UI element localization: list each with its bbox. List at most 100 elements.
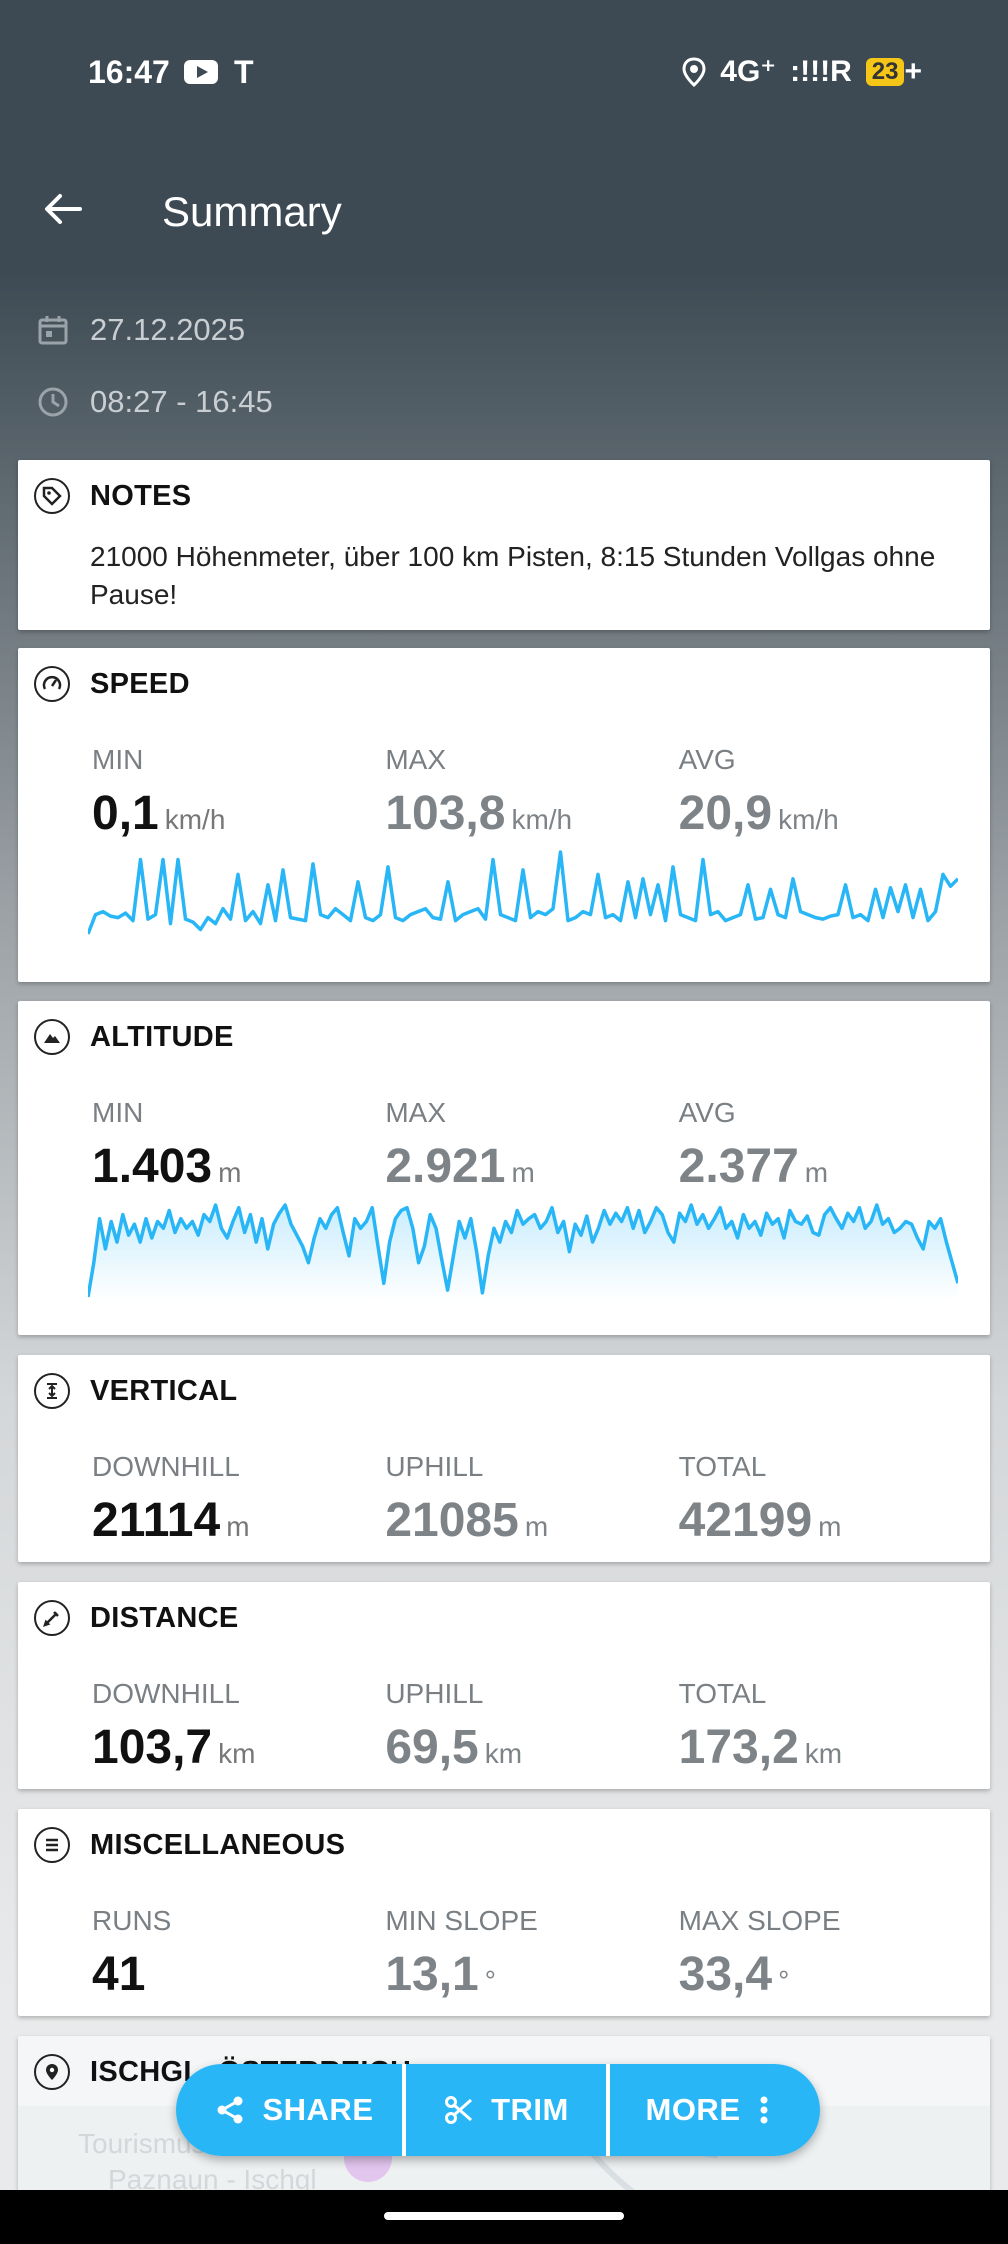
- tag-icon: [34, 478, 70, 514]
- stat-unit: m: [218, 1157, 242, 1188]
- status-bar: 16:47 T 4G⁺ :!!!R 23 +: [0, 0, 1008, 150]
- trim-button[interactable]: TRIM: [406, 2064, 606, 2156]
- speed-stats: MIN 0,1 km/h MAX 103,8 km/h AVG 20,9 km/h: [92, 744, 972, 841]
- stat-unit: km: [218, 1738, 256, 1769]
- altitude-avg: AVG 2.377 m: [679, 1097, 972, 1194]
- stat-label: MIN SLOPE: [385, 1905, 538, 1936]
- stat-unit: km/h: [778, 804, 839, 835]
- page-title: Summary: [162, 188, 342, 235]
- stat-value: 33,4: [678, 1948, 773, 2001]
- misc-card: MISCELLANEOUS RUNS 41 MIN SLOPE 13,1 ° MAX …: [18, 1809, 990, 2016]
- distance-heading: DISTANCE: [90, 1601, 239, 1634]
- time-row: 08:27 - 16:45: [36, 384, 273, 420]
- stat-value: 69,5: [385, 1721, 479, 1774]
- altitude-min: MIN 1.403 m: [92, 1097, 385, 1194]
- status-time: 16:47: [88, 54, 170, 90]
- stat-value: 2.921: [385, 1140, 506, 1193]
- speed-card: SPEED MIN 0,1 km/h MAX 103,8 km/h AVG 20,9 km/…: [18, 648, 990, 982]
- more-vert-icon: [760, 2096, 767, 2124]
- stat-value: 20,9: [678, 787, 773, 840]
- mountain-icon: [34, 1019, 70, 1055]
- distance-uphill: UPHILL 69,5 km: [385, 1678, 678, 1775]
- vertical-uphill: UPHILL 21085 m: [385, 1451, 678, 1548]
- distance-card: DISTANCE DOWNHILL 103,7 km UPHILL 69,5 km TO…: [18, 1582, 990, 1789]
- stat-value: 1.403: [92, 1140, 213, 1193]
- location-icon: [682, 56, 706, 87]
- misc-stats: RUNS 41 MIN SLOPE 13,1 ° MAX SLOPE 33,4 °: [92, 1905, 972, 2002]
- stat-label: TOTAL: [678, 1678, 767, 1709]
- stat-label: MAX: [385, 1097, 447, 1128]
- activity-date: 27.12.2025: [90, 312, 246, 347]
- stat-label: MAX: [385, 744, 447, 775]
- distance-total: TOTAL 173,2 km: [679, 1678, 972, 1775]
- stat-value: 41: [92, 1948, 146, 2001]
- speed-heading: SPEED: [90, 667, 190, 700]
- network-type: 4G⁺: [720, 55, 777, 88]
- home-gesture-handle[interactable]: [384, 2212, 624, 2220]
- more-label: MORE: [645, 2092, 741, 2127]
- signal-icon: :!!!R: [790, 54, 852, 88]
- altitude-card: ALTITUDE MIN 1.403 m MAX 2.921 m AVG 2.377 m: [18, 1001, 990, 1335]
- altitude-sparkline: [88, 1203, 958, 1301]
- stat-label: DOWNHILL: [92, 1451, 240, 1482]
- stat-value: 173,2: [678, 1721, 799, 1774]
- back-arrow-icon[interactable]: [40, 186, 86, 232]
- battery-plus: +: [904, 54, 922, 88]
- date-row: 27.12.2025: [36, 312, 245, 348]
- stat-value: 13,1: [385, 1948, 479, 2001]
- misc-max-slope: MAX SLOPE 33,4 °: [679, 1905, 972, 2002]
- stat-label: RUNS: [92, 1905, 172, 1936]
- notes-heading: NOTES: [90, 479, 192, 512]
- misc-heading: MISCELLANEOUS: [90, 1828, 346, 1861]
- speed-min: MIN 0,1 km/h: [92, 744, 385, 841]
- stat-unit: °: [484, 1965, 496, 1996]
- stat-unit: m: [511, 1157, 535, 1188]
- stat-label: MAX SLOPE: [678, 1905, 841, 1936]
- stat-value: 0,1: [92, 787, 159, 840]
- youtube-icon: [184, 60, 218, 84]
- notes-text: 21000 Höhenmeter, über 100 km Pisten, 8:…: [90, 541, 936, 610]
- stat-label: MIN: [92, 1097, 144, 1128]
- stat-unit: m: [524, 1511, 549, 1542]
- speed-avg: AVG 20,9 km/h: [679, 744, 972, 841]
- clock-icon: [38, 387, 68, 417]
- list-icon: [34, 1827, 70, 1863]
- map-label-2: Paznaun - Ischgl: [108, 2164, 317, 2195]
- altitude-line: [88, 1203, 958, 1298]
- stat-value: 103,8: [385, 787, 506, 840]
- trim-label: TRIM: [491, 2092, 569, 2127]
- stat-value: 2.377: [678, 1140, 799, 1193]
- notes-card[interactable]: NOTES 21000 Höhenmeter, über 100 km Pist…: [18, 460, 990, 630]
- stat-value: 21114: [92, 1494, 221, 1547]
- vertical-stats: DOWNHILL 21114 m UPHILL 21085 m TOTAL 42199 m: [92, 1451, 972, 1548]
- ruler-pencil-icon: [34, 1600, 70, 1636]
- action-bar: SHARE TRIM MORE: [176, 2064, 820, 2156]
- stat-unit: km/h: [164, 804, 226, 835]
- activity-time-range: 08:27 - 16:45: [90, 384, 273, 419]
- more-button[interactable]: MORE: [610, 2064, 820, 2156]
- vertical-card: VERTICAL DOWNHILL 21114 m UPHILL 21085 m TOT…: [18, 1355, 990, 1562]
- speed-line: [88, 850, 958, 935]
- altitude-max: MAX 2.921 m: [385, 1097, 678, 1194]
- misc-min-slope: MIN SLOPE 13,1 °: [385, 1905, 678, 2002]
- misc-runs: RUNS 41: [92, 1905, 385, 2002]
- stat-unit: km: [484, 1738, 523, 1769]
- stat-value: 103,7: [92, 1721, 213, 1774]
- stat-unit: °: [778, 1965, 790, 1996]
- vertical-downhill: DOWNHILL 21114 m: [92, 1451, 385, 1548]
- status-indicators: 4G⁺ :!!!R 23 +: [682, 54, 922, 89]
- stat-label: MIN: [92, 744, 144, 775]
- share-button[interactable]: SHARE: [176, 2064, 402, 2156]
- speed-sparkline: [88, 850, 958, 935]
- scissors-icon: [445, 2096, 473, 2124]
- battery-icon: 23: [865, 57, 905, 86]
- stat-label: TOTAL: [678, 1451, 767, 1482]
- tesla-icon: T: [234, 54, 254, 90]
- stat-label: AVG: [678, 1097, 736, 1128]
- stat-label: UPHILL: [385, 1451, 484, 1482]
- stat-unit: m: [804, 1157, 829, 1188]
- vertical-heading: VERTICAL: [90, 1374, 238, 1407]
- stat-value: 21085: [385, 1494, 519, 1547]
- stat-unit: km: [804, 1738, 843, 1769]
- distance-downhill: DOWNHILL 103,7 km: [92, 1678, 385, 1775]
